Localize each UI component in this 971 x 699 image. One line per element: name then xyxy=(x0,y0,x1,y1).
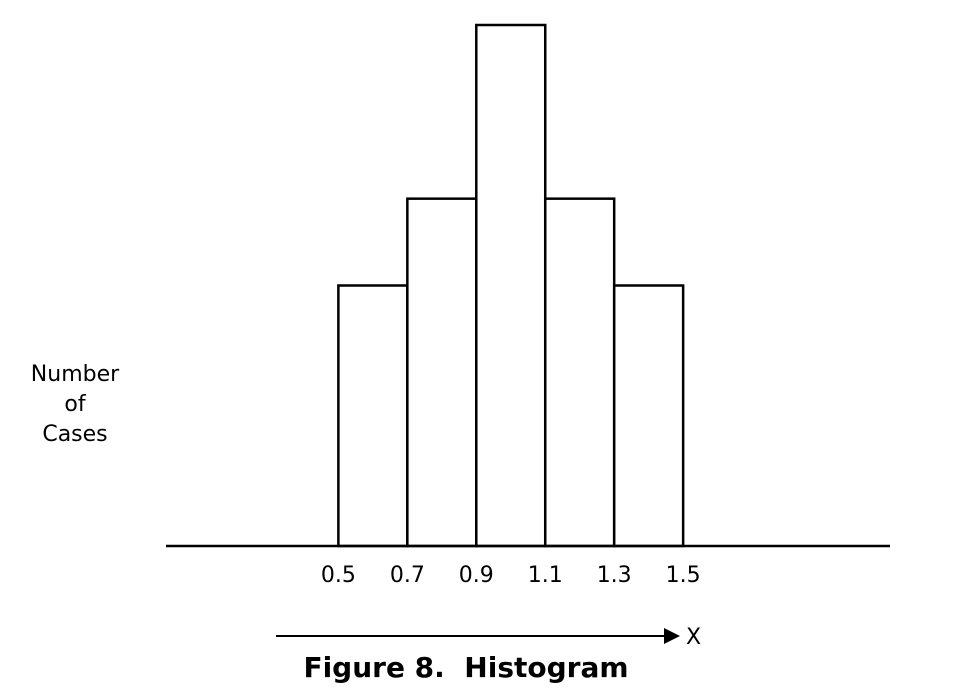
x-axis-label: X xyxy=(686,625,701,650)
x-tick-label: 1.5 xyxy=(666,563,701,588)
x-tick-label: 1.1 xyxy=(528,563,563,588)
figure-caption: Figure 8. Histogram xyxy=(303,651,629,684)
x-tick-label: 1.3 xyxy=(597,563,632,588)
y-axis-label-line: Number xyxy=(30,362,120,387)
histogram-bar xyxy=(406,197,478,548)
histogram-bar xyxy=(612,284,685,548)
y-axis-label-line: of xyxy=(64,392,86,417)
x-tick-label: 0.9 xyxy=(459,563,494,588)
histogram-bars xyxy=(337,23,685,548)
x-direction-arrow-head xyxy=(664,628,680,644)
histogram-bar xyxy=(543,197,616,548)
histogram-bar xyxy=(337,284,409,548)
x-tick-labels: 0.5 0.7 0.9 1.1 1.3 1.5 xyxy=(321,563,701,588)
histogram-bar xyxy=(475,23,547,548)
x-tick-label: 0.5 xyxy=(321,563,356,588)
x-tick-label: 0.7 xyxy=(390,563,425,588)
y-axis-label-line: Cases xyxy=(42,422,108,447)
